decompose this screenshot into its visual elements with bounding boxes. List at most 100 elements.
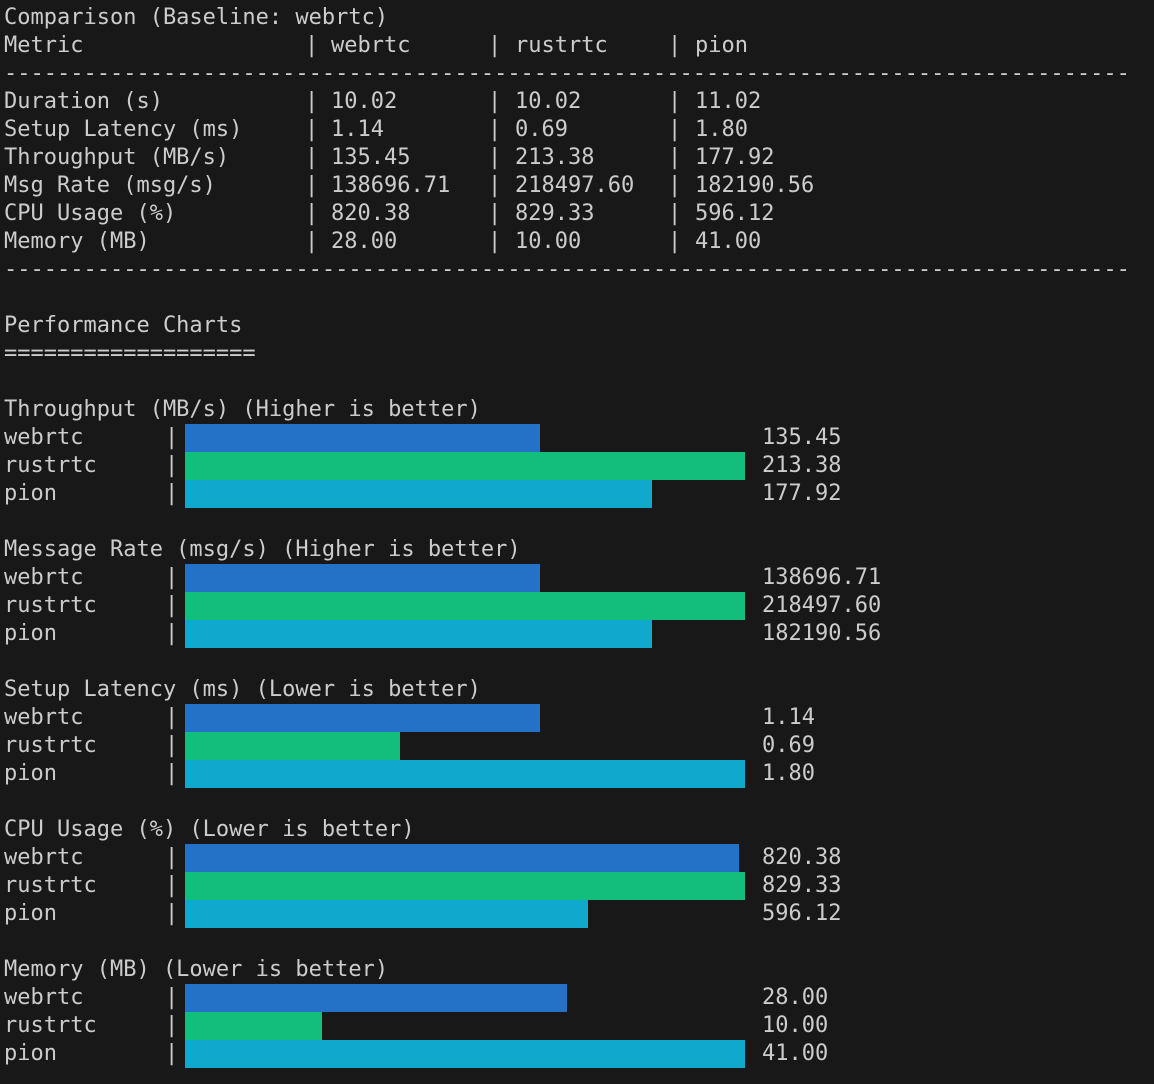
pipe-separator: | (165, 845, 179, 870)
value-cell: 177.92 (695, 145, 775, 170)
chart-bar-row: pion | 41.00 (4, 1040, 1154, 1068)
bar-row-label: rustrtc (4, 873, 97, 898)
pipe-separator: | (165, 481, 179, 506)
comparison-title: Comparison (Baseline: webrtc) (4, 5, 389, 30)
value-cell: 213.38 (515, 145, 595, 170)
value-cell: 138696.71 (331, 173, 451, 198)
chart-bar-row: webrtc | 820.38 (4, 844, 1154, 872)
chart-bar-row: rustrtc | 829.33 (4, 872, 1154, 900)
bar-value: 596.12 (762, 901, 842, 926)
pipe-separator: | (668, 89, 682, 114)
pipe-separator: | (305, 173, 319, 198)
bar-value: 1.14 (762, 705, 815, 730)
bar-value: 10.00 (762, 1013, 829, 1038)
chart-bar-row: pion | 182190.56 (4, 620, 1154, 648)
blank-row (4, 788, 1154, 816)
pipe-separator: | (165, 565, 179, 590)
pipe-separator: | (305, 145, 319, 170)
metric-cell: CPU Usage (%) (4, 201, 177, 226)
metric-cell: Throughput (MB/s) (4, 145, 230, 170)
table-row: CPU Usage (%) | 820.38 | 829.33 | 596.12 (4, 200, 1154, 228)
pipe-separator: | (668, 33, 682, 58)
bar-pion (185, 620, 652, 648)
pipe-separator: | (488, 145, 502, 170)
pipe-separator: | (165, 901, 179, 926)
pipe-separator: | (488, 89, 502, 114)
table-separator-row: ----------------------------------------… (4, 256, 1154, 284)
value-cell: 182190.56 (695, 173, 815, 198)
pipe-separator: | (165, 985, 179, 1010)
value-cell: 1.80 (695, 117, 748, 142)
metric-cell: Msg Rate (msg/s) (4, 173, 216, 198)
bar-webrtc (185, 984, 567, 1012)
chart-title-row: Setup Latency (ms) (Lower is better) (4, 676, 1154, 704)
chart-bar-row: webrtc | 135.45 (4, 424, 1154, 452)
charts-heading: Performance Charts (4, 313, 243, 338)
bar-pion (185, 760, 745, 788)
chart-title: CPU Usage (%) (Lower is better) (4, 817, 415, 842)
bar-row-label: pion (4, 1041, 57, 1066)
bar-value: 28.00 (762, 985, 829, 1010)
metric-cell: Memory (MB) (4, 229, 150, 254)
bar-value: 177.92 (762, 481, 842, 506)
comparison-table: Metric | webrtc | rustrtc | pion --------------… (4, 32, 1154, 284)
bar-value: 820.38 (762, 845, 842, 870)
bar-rustrtc (185, 1012, 322, 1040)
pipe-separator: | (165, 1013, 179, 1038)
pipe-separator: | (165, 873, 179, 898)
table-row: Msg Rate (msg/s) | 138696.71 | 218497.60 | 182… (4, 172, 1154, 200)
pipe-separator: | (305, 89, 319, 114)
value-cell: 10.02 (331, 89, 398, 114)
bar-value: 213.38 (762, 453, 842, 478)
table-row: Setup Latency (ms) | 1.14 | 0.69 | 1.80 (4, 116, 1154, 144)
bar-row-label: rustrtc (4, 453, 97, 478)
table-separator: ----------------------------------------… (4, 257, 1130, 282)
pipe-separator: | (488, 117, 502, 142)
bar-pion (185, 1040, 745, 1068)
pipe-separator: | (305, 33, 319, 58)
value-cell: 0.69 (515, 117, 568, 142)
pipe-separator: | (668, 117, 682, 142)
chart-title: Memory (MB) (Lower is better) (4, 957, 389, 982)
bar-row-label: webrtc (4, 985, 84, 1010)
bar-webrtc (185, 424, 540, 452)
charts-heading-row: Performance Charts (4, 312, 1154, 340)
table-header-col-pion: pion (695, 33, 748, 58)
pipe-separator: | (305, 117, 319, 142)
bar-row-label: webrtc (4, 845, 84, 870)
bar-row-label: rustrtc (4, 1013, 97, 1038)
value-cell: 11.02 (695, 89, 762, 114)
chart-title: Message Rate (msg/s) (Higher is better) (4, 537, 521, 562)
blank-row (4, 648, 1154, 676)
chart-bar-row: pion | 1.80 (4, 760, 1154, 788)
bar-rustrtc (185, 592, 745, 620)
blank-row (4, 368, 1154, 396)
pipe-separator: | (488, 201, 502, 226)
charts-heading-underline-row: =================== (4, 340, 1154, 368)
pipe-separator: | (668, 145, 682, 170)
pipe-separator: | (488, 173, 502, 198)
chart-title-row: Memory (MB) (Lower is better) (4, 956, 1154, 984)
table-header-row: Metric | webrtc | rustrtc | pion (4, 32, 1154, 60)
value-cell: 1.14 (331, 117, 384, 142)
value-cell: 135.45 (331, 145, 411, 170)
bar-pion (185, 480, 652, 508)
value-cell: 10.00 (515, 229, 582, 254)
performance-charts: Throughput (MB/s) (Higher is better) webr… (4, 368, 1154, 1068)
comparison-title-row: Comparison (Baseline: webrtc) (4, 4, 1154, 32)
bar-pion (185, 900, 588, 928)
table-row: Throughput (MB/s) | 135.45 | 213.38 | 177.92 (4, 144, 1154, 172)
chart-title-row: Throughput (MB/s) (Higher is better) (4, 396, 1154, 424)
bar-row-label: pion (4, 621, 57, 646)
pipe-separator: | (165, 733, 179, 758)
pipe-separator: | (165, 453, 179, 478)
bar-row-label: rustrtc (4, 733, 97, 758)
table-separator-row: ----------------------------------------… (4, 60, 1154, 88)
bar-row-label: pion (4, 901, 57, 926)
bar-row-label: rustrtc (4, 593, 97, 618)
pipe-separator: | (305, 229, 319, 254)
bar-webrtc (185, 564, 540, 592)
table-header-metric: Metric (4, 33, 84, 58)
bar-value: 829.33 (762, 873, 842, 898)
bar-value: 1.80 (762, 761, 815, 786)
